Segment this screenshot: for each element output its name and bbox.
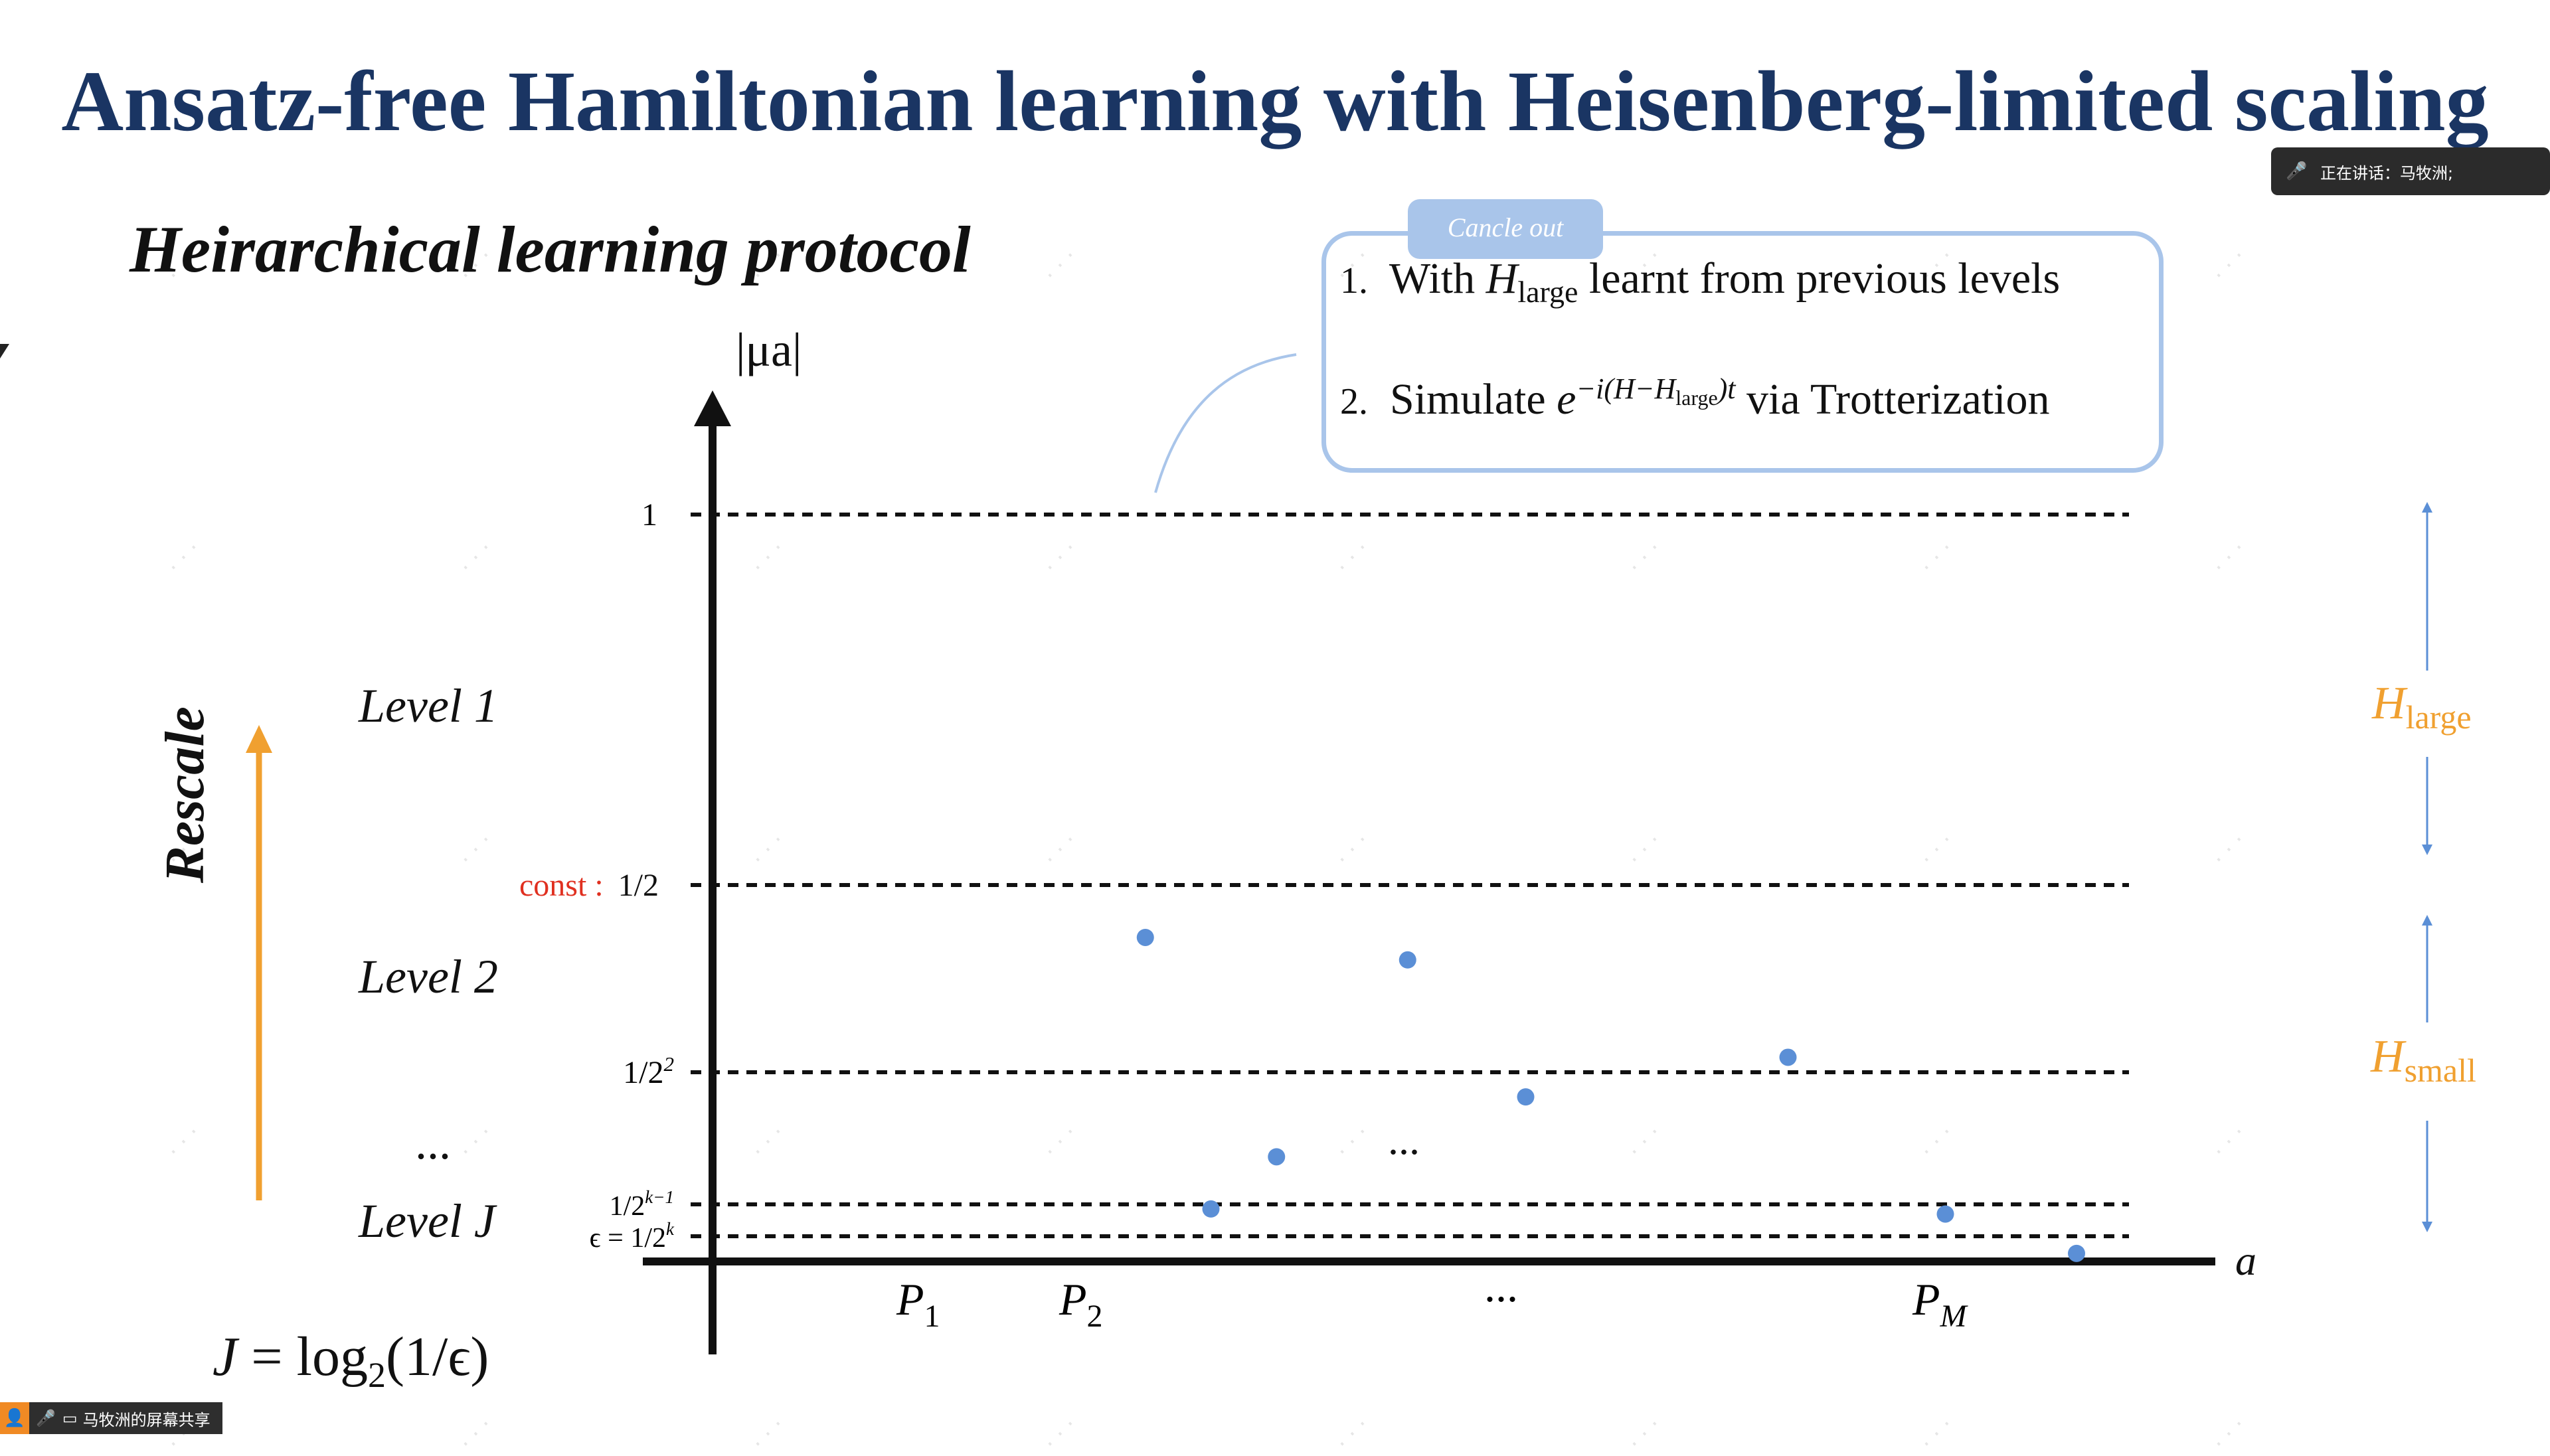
y-tick-exponent: 2 xyxy=(664,1052,675,1076)
y-tick-label-1: const : 1/2 xyxy=(519,868,659,903)
x-tick-p: P xyxy=(1059,1274,1087,1325)
cancel-out-badge: Cancle out xyxy=(1408,199,1603,259)
y-axis-arrowhead-icon xyxy=(694,390,731,426)
x-axis-title: a xyxy=(2235,1237,2256,1284)
section-subtitle: Heirarchical learning protocol xyxy=(129,212,971,286)
callout-item-1: 1. With Hlarge learnt from previous leve… xyxy=(1340,254,2061,309)
callout-item-2: 2. Simulate e−i(H−Hlarge)t via Trotteriz… xyxy=(1340,372,2050,424)
rescale-arrowhead-icon xyxy=(246,725,272,753)
middle-ellipsis: ... xyxy=(1388,1116,1420,1163)
level-2-label: Level 2 xyxy=(359,950,498,1003)
arrowhead-icon xyxy=(2422,1222,2432,1232)
y-tick-label-3: 1/2k−1 xyxy=(610,1187,674,1222)
level-1-label: Level 1 xyxy=(359,679,498,732)
data-points xyxy=(1136,928,2085,1262)
screen-icon: ▭ xyxy=(62,1409,78,1427)
level-ellipsis: ... xyxy=(415,1116,451,1169)
x-tick-label-3: PM xyxy=(1912,1274,1969,1334)
x-tick-label-1: P2 xyxy=(1059,1274,1103,1334)
h-small-label: Hsmall xyxy=(2371,1031,2476,1089)
screen-share-bar[interactable]: 👤 🎤 ▭ 马牧洲的屏幕共享 xyxy=(0,1402,222,1434)
data-point-1 xyxy=(1399,951,1416,969)
data-point-0 xyxy=(1136,928,1154,946)
speaking-indicator: 🎤 正在讲话：马牧洲; xyxy=(2271,147,2550,195)
speaking-label: 正在讲话：马牧洲; xyxy=(2320,163,2454,183)
mouse-cursor-icon xyxy=(0,344,9,359)
data-point-5 xyxy=(1202,1200,1220,1218)
data-point-4 xyxy=(1268,1148,1286,1166)
slide-title: Ansatz-free Hamiltonian learning with He… xyxy=(61,54,2489,149)
callout-box xyxy=(1321,231,2164,473)
y-tick-value: 1/2 xyxy=(623,1055,663,1090)
arrowhead-icon xyxy=(2422,502,2432,513)
x-tick-sub: M xyxy=(1940,1299,1969,1334)
y-tick-value: ϵ = 1/2 xyxy=(590,1223,666,1254)
screen-share-label: 马牧洲的屏幕共享 xyxy=(82,1410,211,1429)
y-tick-label-4: ϵ = 1/2k xyxy=(590,1219,675,1254)
y-tick-exponent: k−1 xyxy=(645,1187,674,1207)
y-tick-label-0: 1 xyxy=(641,497,657,532)
level-j-label: Level J xyxy=(359,1194,495,1248)
threshold-lines xyxy=(691,513,2129,1238)
data-point-6 xyxy=(1936,1205,1954,1223)
level-count-formula: J = log2(1/ϵ) xyxy=(212,1326,489,1395)
x-tick-sub: 1 xyxy=(924,1299,940,1334)
y-tick-value: 1/2 xyxy=(618,868,659,903)
microphone-icon: 🎤 xyxy=(36,1409,56,1427)
x-tick-sub: 2 xyxy=(1087,1299,1103,1334)
y-tick-exponent: k xyxy=(666,1219,675,1239)
y-tick-value: 1/2 xyxy=(610,1191,645,1222)
x-tick-p: P xyxy=(896,1274,924,1325)
const-label: const : xyxy=(519,868,604,903)
callout-connector xyxy=(1154,353,1297,493)
y-tick-label-2: 1/22 xyxy=(623,1052,674,1090)
microphone-icon: 🎤 xyxy=(2286,161,2308,181)
data-point-2 xyxy=(1779,1048,1797,1066)
arrowhead-icon xyxy=(2422,845,2432,855)
user-icon: 👤 xyxy=(0,1402,29,1434)
x-tick-label-2: ... xyxy=(1484,1261,1518,1311)
y-axis-title: |μa| xyxy=(736,323,802,376)
data-point-3 xyxy=(1517,1088,1535,1106)
x-tick-label-0: P1 xyxy=(896,1274,940,1334)
arrowhead-icon xyxy=(2422,915,2432,926)
x-tick-labels: P1 P2... PM xyxy=(896,1261,1969,1334)
x-tick-p: P xyxy=(1912,1274,1940,1325)
data-point-7 xyxy=(2068,1244,2085,1262)
y-tick-value: 1 xyxy=(641,497,657,532)
h-large-label: Hlarge xyxy=(2372,678,2472,736)
